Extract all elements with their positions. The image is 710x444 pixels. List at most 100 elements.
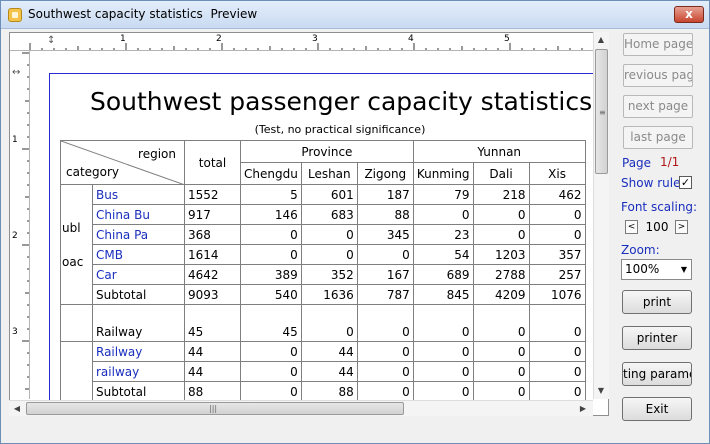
scroll-up-icon[interactable]: ▲ (597, 35, 605, 44)
category-header: category (66, 165, 120, 179)
group-label-cell (60, 304, 93, 342)
row-name-link[interactable]: China Pa (92, 224, 185, 245)
group-label-cell: ubl oac (60, 184, 93, 305)
cell-value: 540 (240, 284, 302, 305)
cell-value: 601 (300, 184, 358, 205)
ruler-number: 5 (504, 34, 510, 44)
cell-value: 44 (300, 361, 358, 382)
cell-value: 462 (528, 184, 586, 205)
yunnan-group-header: Yunnan (412, 140, 586, 163)
exit-button[interactable]: Exit (622, 397, 692, 421)
cell-value: 4209 (472, 284, 530, 305)
row-total: 9093 (184, 284, 241, 305)
vertical-scrollbar[interactable]: ▲ ≡ ▼ (593, 32, 609, 399)
print-settings-button[interactable]: ting paramet (622, 362, 692, 386)
report-subtitle: (Test, no practical significance) (254, 123, 426, 136)
cell-value: 88 (300, 381, 358, 400)
cell-value: 0 (356, 381, 414, 400)
cell-value: 1076 (528, 284, 586, 305)
table-row: ubl oac Bus 1552 5 601 187 79 218 462 (60, 184, 586, 305)
subtotal-row: Subtotal 88 0 88 0 0 0 0 (61, 381, 586, 400)
cell-value: 2788 (472, 264, 530, 285)
zoom-select[interactable]: 100% ▼ (621, 259, 692, 280)
zoom-label: Zoom: (621, 243, 660, 257)
cell-value: 0 (356, 361, 414, 382)
cell-value: 54 (412, 244, 474, 265)
print-button[interactable]: print (622, 290, 692, 314)
grip-icon: ||| (209, 404, 218, 413)
preview-area[interactable]: ↕ 1 2 3 4 5 ↔ 1 2 3 Southwest passenger … (9, 32, 609, 416)
row-total: 1614 (184, 244, 241, 265)
cell-value: 0 (356, 244, 414, 265)
cell-value: 352 (300, 264, 358, 285)
close-button[interactable]: x (674, 6, 704, 23)
cell-value: 0 (528, 341, 586, 362)
cell-value: 187 (356, 184, 414, 205)
cell-value: 0 (412, 341, 474, 362)
font-scaling-value[interactable]: 100 (645, 220, 669, 234)
row-name-link[interactable]: railway (92, 361, 185, 382)
cell-value: 0 (412, 204, 474, 225)
page-label: Page (622, 156, 652, 170)
row-total: 45 (184, 304, 241, 342)
ruler-number: 2 (216, 34, 222, 44)
horizontal-ruler-ticks (29, 43, 583, 50)
font-scaling-increase-button[interactable]: > (675, 220, 688, 234)
row-name-link[interactable]: China Bu (92, 204, 185, 225)
cell-value: 0 (472, 341, 530, 362)
window-title: Southwest capacity statistics Preview (28, 7, 258, 21)
row-name-link[interactable]: Car (92, 264, 185, 285)
ruler-number: 1 (12, 135, 18, 145)
table-row: Railway 44 0 44 0 0 0 0 (60, 341, 586, 400)
ruler-drag-icon[interactable]: ↔ (12, 67, 21, 78)
last-page-button[interactable]: last page (623, 126, 693, 149)
corner-header-cell: region category (60, 140, 185, 185)
cell-value: 0 (472, 204, 530, 225)
horizontal-scroll-thumb[interactable]: ||| (26, 402, 404, 415)
horizontal-scrollbar[interactable]: ◀ ||| ▶ (9, 400, 593, 416)
cell-value: 167 (356, 264, 414, 285)
cell-value: 0 (528, 304, 586, 342)
header-row: Chengdu Leshan Zigong Kunming Dali Xis (61, 162, 586, 185)
row-total: 44 (184, 361, 241, 382)
ruler-number: 2 (12, 231, 18, 241)
column-header: Dali (472, 162, 530, 185)
font-scaling-decrease-button[interactable]: < (625, 220, 638, 234)
next-page-button[interactable]: next page (623, 95, 693, 118)
show-ruler-checkbox[interactable]: ✓ (679, 176, 692, 189)
cell-value: 1203 (472, 244, 530, 265)
previous-page-button[interactable]: revious page (623, 64, 693, 87)
vertical-ruler-ticks (22, 52, 29, 390)
ruler-number: 3 (312, 34, 318, 44)
cell-value: 0 (528, 381, 586, 400)
row-name: Railway (92, 304, 185, 342)
cell-value: 0 (356, 304, 414, 342)
row-total: 88 (184, 381, 241, 400)
vertical-scroll-thumb[interactable]: ≡ (595, 49, 608, 174)
show-ruler-label: Show rule (621, 176, 681, 190)
page-counter: 1/1 (660, 155, 680, 169)
cell-value: 345 (356, 224, 414, 245)
table-row: China Bu 917 146 683 88 0 0 0 (61, 204, 586, 225)
province-group-header: Province (240, 140, 414, 163)
row-name-link[interactable]: Railway (92, 341, 185, 362)
chevron-down-icon[interactable]: ▼ (680, 265, 687, 274)
cell-value: 357 (528, 244, 586, 265)
scroll-down-icon[interactable]: ▼ (597, 386, 605, 395)
printer-button[interactable]: printer (622, 326, 692, 350)
cell-value: 0 (472, 361, 530, 382)
first-page-button[interactable]: Home page (623, 33, 693, 56)
scroll-right-icon[interactable]: ▶ (579, 404, 587, 413)
column-header: Kunming (412, 162, 474, 185)
cell-value: 0 (412, 361, 474, 382)
ruler-drag-icon[interactable]: ↕ (47, 35, 56, 46)
cell-value: 845 (412, 284, 474, 305)
row-name-link[interactable]: CMB (92, 244, 185, 265)
row-total: 4642 (184, 264, 241, 285)
scroll-left-icon[interactable]: ◀ (13, 404, 21, 413)
cell-value: 0 (240, 341, 302, 362)
cell-value: 23 (412, 224, 474, 245)
row-name-link[interactable]: Bus (92, 184, 185, 205)
cell-value: 0 (300, 244, 358, 265)
